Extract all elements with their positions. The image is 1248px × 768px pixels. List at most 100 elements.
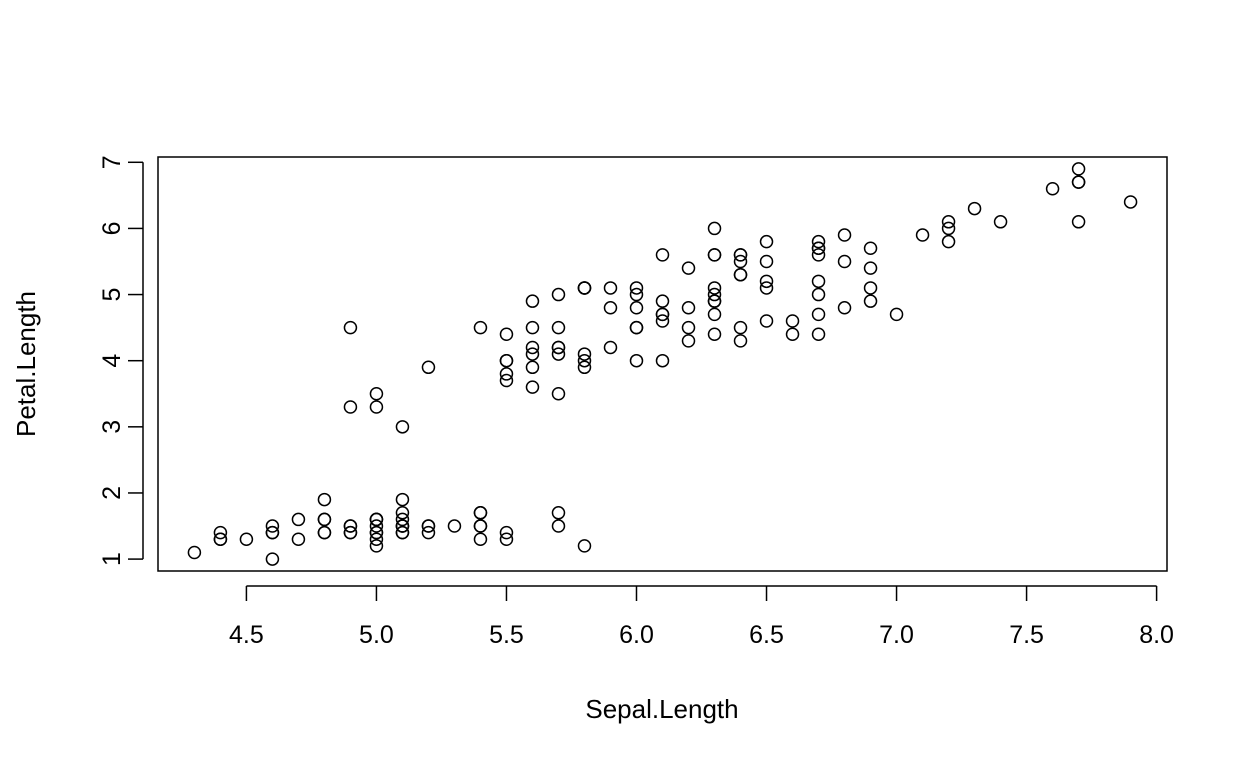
x-tick-label: 5.0 [359, 621, 394, 649]
x-axis: 4.5 5.0 5.5 6.0 6.5 7.0 7.5 8.0 [229, 585, 1174, 649]
data-point [603, 301, 618, 315]
data-point [811, 248, 826, 262]
data-point [343, 519, 358, 533]
data-point [395, 525, 410, 540]
y-tick-label: 6 [98, 221, 126, 235]
data-point [811, 307, 826, 322]
data-point [655, 294, 670, 308]
data-point [967, 201, 982, 216]
data-point [837, 228, 852, 242]
data-point [343, 400, 358, 414]
x-tick-label: 7.0 [879, 621, 914, 649]
data-point [291, 532, 306, 547]
data-point [707, 287, 722, 302]
y-tick-label: 1 [98, 552, 126, 566]
data-point [265, 519, 280, 533]
data-point [551, 387, 566, 401]
data-point [395, 420, 410, 434]
data-point [759, 274, 774, 289]
data-point [863, 281, 878, 295]
data-point [369, 387, 384, 401]
data-point [707, 294, 722, 308]
data-point [499, 373, 514, 388]
data-point [707, 307, 722, 322]
data-point [213, 525, 228, 540]
data-point [733, 267, 748, 282]
data-point [291, 512, 306, 527]
data-point [811, 287, 826, 302]
plot-frame [157, 156, 1168, 572]
data-point [629, 301, 644, 315]
data-point [577, 353, 592, 368]
data-point [395, 519, 410, 533]
data-point [603, 340, 618, 355]
data-point [629, 287, 644, 302]
data-point [317, 512, 332, 527]
data-point [525, 294, 540, 308]
data-point [629, 281, 644, 295]
data-point [499, 353, 514, 368]
data-point [343, 525, 358, 540]
data-point [499, 327, 514, 341]
data-point [993, 215, 1008, 229]
data-point [811, 234, 826, 249]
data-point [499, 525, 514, 540]
data-point [551, 340, 566, 355]
data-point [369, 539, 384, 553]
data-point [1071, 162, 1086, 176]
data-point [759, 281, 774, 295]
data-point [707, 327, 722, 341]
data-point [811, 327, 826, 341]
data-point [655, 248, 670, 262]
data-point [863, 261, 878, 275]
data-point [525, 380, 540, 394]
data-point [577, 347, 592, 361]
x-axis-title: Sepal.Length [585, 694, 738, 724]
data-point [707, 248, 722, 262]
data-point [369, 525, 384, 540]
data-point [395, 506, 410, 520]
data-point [551, 320, 566, 335]
data-point [343, 320, 358, 335]
x-tick-label: 4.5 [229, 621, 264, 649]
data-point [265, 525, 280, 540]
data-point [941, 234, 956, 249]
data-point [681, 301, 696, 315]
data-point [473, 506, 488, 520]
data-point [369, 512, 384, 527]
data-point [785, 314, 800, 328]
data-point [1045, 181, 1060, 196]
data-point [421, 360, 436, 375]
data-point [681, 334, 696, 348]
data-point [447, 519, 462, 533]
data-point [707, 221, 722, 236]
data-point [811, 241, 826, 256]
data-point [915, 228, 930, 242]
data-point [239, 532, 254, 547]
data-points [187, 162, 1138, 566]
data-point [525, 340, 540, 355]
data-point [1123, 195, 1138, 209]
data-point [499, 367, 514, 381]
data-point [1071, 215, 1086, 229]
data-point [1071, 175, 1086, 189]
data-point [265, 552, 280, 566]
data-point [603, 281, 618, 295]
data-point [759, 234, 774, 249]
data-point [629, 353, 644, 368]
data-point [785, 327, 800, 341]
data-point [707, 281, 722, 295]
data-point [473, 532, 488, 547]
y-tick-label: 2 [98, 486, 126, 500]
data-point [655, 353, 670, 368]
data-point [395, 492, 410, 507]
data-point [525, 320, 540, 335]
x-tick-label: 6.5 [749, 621, 784, 649]
data-point [863, 241, 878, 256]
x-tick-label: 6.0 [619, 621, 654, 649]
data-point [837, 254, 852, 269]
data-point [655, 314, 670, 328]
data-point [317, 525, 332, 540]
data-point [733, 248, 748, 262]
